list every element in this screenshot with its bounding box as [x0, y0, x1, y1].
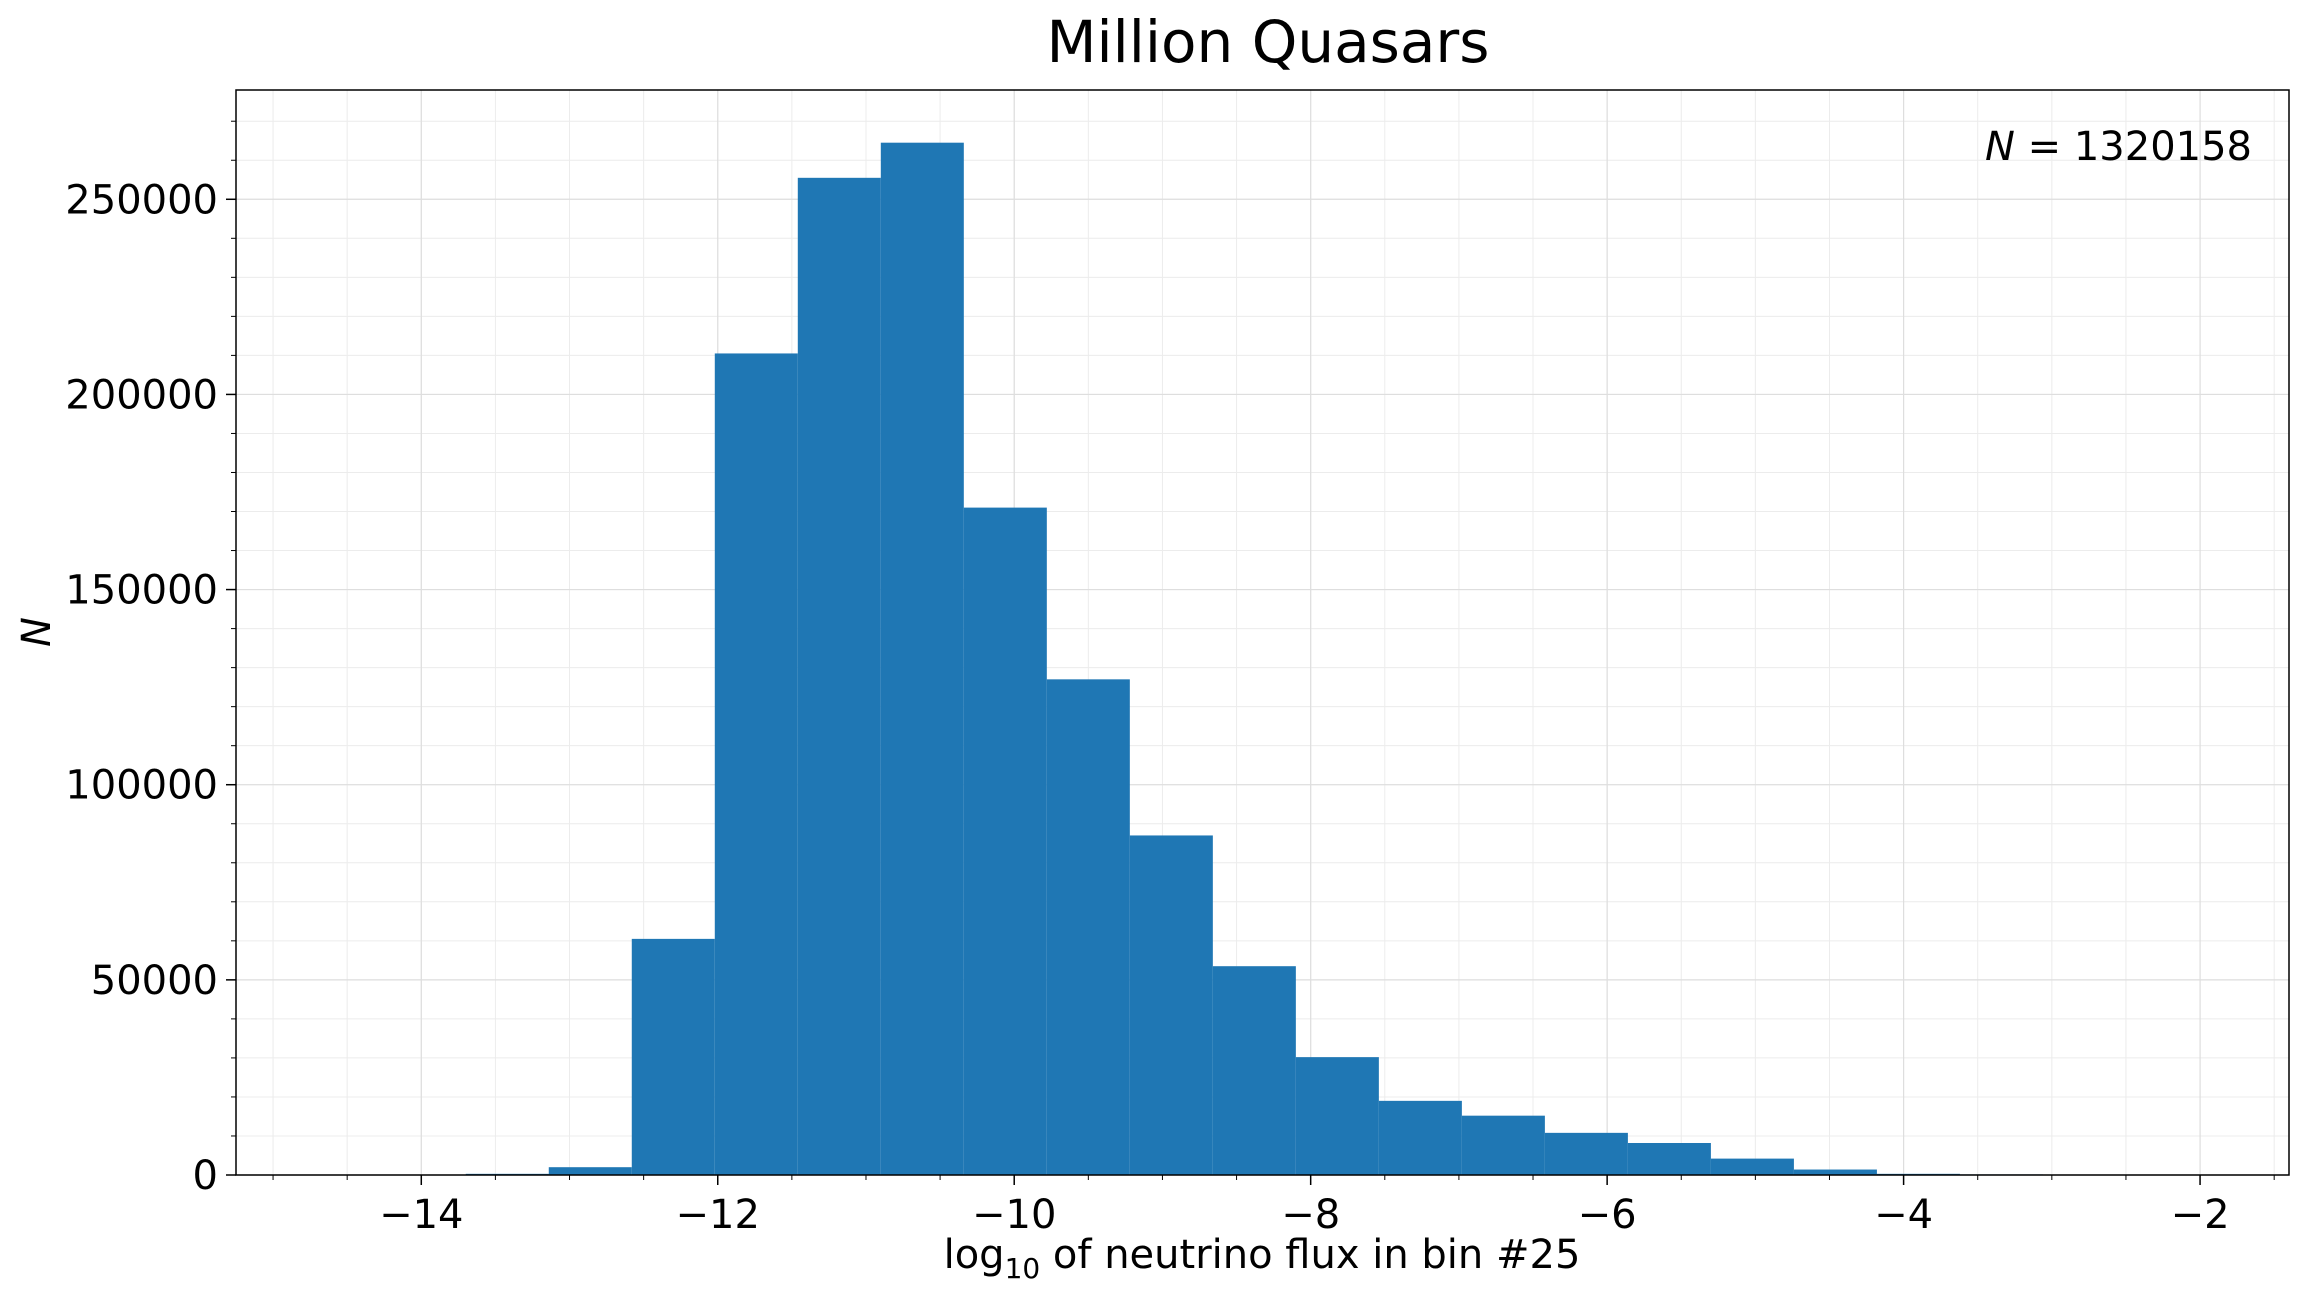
plot-frame: [235, 89, 2290, 1176]
x-tick-label: −2: [2171, 1192, 2230, 1238]
histogram-bar: [548, 1167, 632, 1175]
histogram-bar: [1129, 835, 1213, 1175]
y-axis-ticks: 0 50000 100000 150000 200000 250000: [65, 120, 236, 1199]
histogram-bar: [797, 177, 881, 1175]
x-tick-label: −4: [1874, 1192, 1933, 1238]
x-tick-label: −10: [972, 1192, 1056, 1238]
y-tick-label: 150000: [65, 568, 218, 614]
chart-title: Million Quasars: [1047, 8, 1490, 76]
histogram-bars: [465, 142, 2043, 1176]
x-tick-label: −14: [379, 1192, 463, 1238]
grid-lines: [236, 90, 2289, 1176]
histogram-bar: [1710, 1158, 1794, 1175]
histogram-bar: [631, 938, 715, 1175]
x-axis-ticks: −14 −12 −10 −8 −6 −4 −2: [272, 1175, 2275, 1238]
histogram-bar: [714, 353, 798, 1176]
count-annotation: N = 1320158: [1985, 124, 2252, 170]
y-tick-label: 0: [193, 1153, 218, 1199]
y-axis-label: N: [14, 617, 60, 647]
x-tick-label: −6: [1578, 1192, 1637, 1238]
y-tick-label: 250000: [65, 177, 218, 223]
y-tick-label: 200000: [65, 372, 218, 418]
histogram-bar: [880, 142, 964, 1175]
histogram-bar: [1544, 1132, 1628, 1175]
histogram-bar: [1793, 1169, 1877, 1175]
histogram-bar: [1461, 1115, 1545, 1175]
y-tick-label: 50000: [91, 958, 218, 1004]
x-tick-label: −12: [676, 1192, 760, 1238]
histogram-bar: [1295, 1057, 1379, 1175]
histogram-bar: [1046, 679, 1130, 1175]
histogram-bar: [1212, 966, 1296, 1175]
x-axis-label: log10 of neutrino flux in bin #25: [944, 1232, 1581, 1285]
y-tick-label: 100000: [65, 763, 218, 809]
histogram-bar: [963, 507, 1047, 1175]
histogram-bar: [1378, 1100, 1462, 1175]
histogram-bar: [1627, 1142, 1711, 1175]
x-tick-label: −8: [1281, 1192, 1340, 1238]
